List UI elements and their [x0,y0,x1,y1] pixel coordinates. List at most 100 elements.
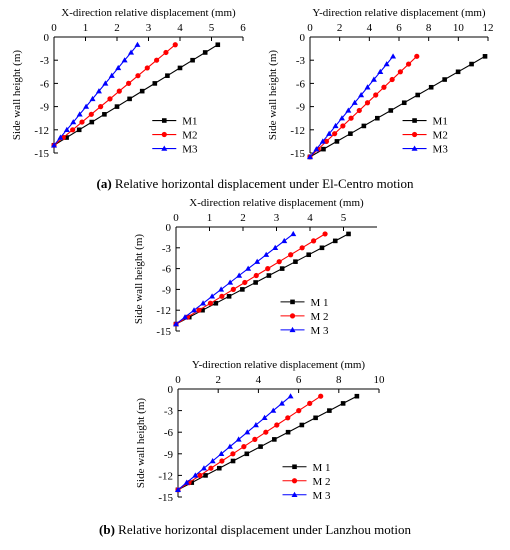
data-point-m3 [383,61,390,67]
legend-label: M 2 [313,476,331,488]
data-point-m2 [332,131,338,137]
data-point-m2 [274,422,280,428]
data-point-m1 [375,115,380,121]
legend-marker-triangle [291,491,298,497]
data-point-m1 [213,300,219,306]
y-tick-label: 0 [300,32,306,44]
x-tick-label: 4 [307,212,313,224]
y-tick-label: -12 [156,305,171,317]
data-point-m1 [240,287,245,292]
data-point-m3 [358,92,365,98]
data-point-m1 [279,266,285,271]
data-point-m3 [95,88,102,94]
caption-a: (a) Relative horizontal displacement und… [0,176,510,192]
data-point-m3 [70,119,77,125]
x-tick-label: 1 [207,212,213,224]
caption-b-text: Relative horizontal displacement under L… [114,522,411,537]
data-point-m2 [322,231,328,237]
data-point-m3 [235,436,242,442]
legend-marker-triangle [289,326,296,333]
legend-marker-circle [161,131,167,138]
data-point-m1 [114,104,120,109]
chart-b-y: Y-direction relative displacement (mm) 0 2… [135,359,385,504]
data-point-m3 [281,237,288,244]
data-point-m1 [152,81,158,86]
x-tick-label: 6 [240,22,246,34]
legend-marker-square [290,299,295,305]
data-point-m3 [345,107,352,113]
x-axis-title: X-direction relative displacement (mm) [61,7,236,19]
y-tick-label: 0 [168,384,174,396]
data-point-m1 [332,238,338,244]
data-point-m2 [116,88,122,94]
data-point-m3 [307,153,313,160]
data-point-m3 [209,458,216,464]
data-point-m2 [311,238,317,244]
y-tick-label: -3 [296,55,306,67]
data-point-m2 [253,272,259,279]
data-point-m3 [209,293,216,299]
y-tick-label: 0 [44,32,50,44]
data-point-m3 [51,142,57,148]
legend-label: M 3 [313,490,332,502]
data-point-m2 [70,127,76,133]
data-point-m3 [319,138,326,144]
data-point-m1 [102,112,107,117]
data-point-m3 [191,307,198,313]
data-point-m1 [253,280,258,285]
x-tick-label: 1 [83,22,89,34]
data-point-m1 [202,50,208,55]
data-point-m2 [276,259,282,265]
y-tick-label: 0 [166,222,172,234]
data-point-m1 [340,401,346,406]
data-point-m1 [216,465,222,471]
data-point-m2 [219,293,225,299]
x-tick-label: 0 [51,22,57,34]
data-point-m1 [266,273,272,278]
data-point-m2 [207,300,214,306]
x-tick-label: 2 [337,22,343,34]
data-point-m3 [270,407,277,413]
data-point-m2 [340,123,346,129]
caption-b: (b) Relative horizontal displacement und… [0,522,510,538]
data-point-m1 [200,307,205,313]
data-point-m3 [121,57,128,63]
legend-marker-circle [289,313,296,319]
data-point-m1 [76,127,82,133]
data-point-m2 [107,96,113,102]
data-point-m2 [208,465,214,471]
caption-a-tag: (a) [96,176,112,191]
x-tick-label: 6 [396,22,402,34]
data-point-m2 [381,84,387,90]
y-tick-label: -9 [164,449,174,461]
data-point-m2 [356,107,362,114]
data-point-m1 [455,69,461,75]
legend-marker-circle [291,478,298,484]
data-point-m3 [57,134,64,140]
data-point-m1 [64,135,69,140]
data-point-m2 [364,100,371,106]
data-point-m1 [285,429,291,435]
legend-label: M 1 [313,462,331,474]
data-point-m1 [230,458,236,464]
data-point-m2 [197,472,203,478]
x-axis-title: Y-direction relative displacement (mm) [192,359,366,371]
data-point-m3 [218,286,225,292]
data-point-m1 [127,96,132,102]
data-point-m2 [288,252,294,258]
data-point-m3 [351,99,358,105]
data-point-m3 [364,84,371,90]
data-point-m2 [242,279,248,286]
data-point-m3 [287,393,294,399]
data-point-m3 [183,479,190,485]
y-tick-label: -12 [290,125,305,137]
x-tick-label: 2 [240,212,246,224]
data-point-m3 [227,279,234,285]
data-point-m1 [313,415,318,421]
data-point-m2 [318,393,324,399]
x-tick-label: 4 [177,22,183,34]
data-point-m2 [252,436,258,442]
data-point-m1 [89,119,95,125]
y-tick-label: -15 [158,492,173,504]
y-axis-title: Side wall height (m) [11,50,23,140]
